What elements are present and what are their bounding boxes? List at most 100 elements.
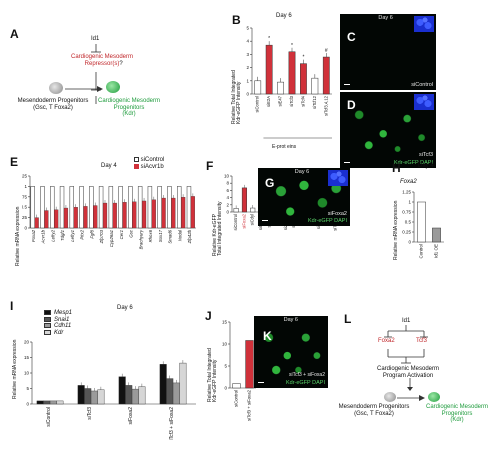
panel-l-meso-2: (Gsc, T Foxa2) <box>354 410 394 417</box>
panel-i-legend-swatch <box>44 323 51 329</box>
chart-b-bar <box>300 63 307 95</box>
chart-e-bar-acvr <box>93 205 98 229</box>
panel-b-day: Day 6 <box>276 13 292 19</box>
chart-e-gene-label: Tdgf1 <box>60 229 65 241</box>
chart-e-gene-label: Foxa2 <box>31 229 36 242</box>
chart-i-bar <box>166 378 174 405</box>
chart-b-star: * <box>268 36 270 42</box>
chart-i-group-label: siTcf3 + siFoxa2 <box>169 407 175 440</box>
chart-i-group-label: siTcf3 <box>87 407 93 420</box>
chart-e-bar-control <box>177 186 182 229</box>
chart-j-cat-label: siControl <box>234 390 239 407</box>
chart-e-y-tick-label: 1 <box>24 184 27 189</box>
chart-e-bar-acvr <box>63 207 69 229</box>
panel-h-chart: 0 0.25 0.5 0.75 1 1.25 Control Id1 OE <box>402 190 444 259</box>
panel-letter-f: F <box>206 159 214 173</box>
chart-b-cat-label: siTcf4 <box>300 95 305 106</box>
chart-i-y-tick-label: 15 <box>24 355 30 360</box>
panel-l-id1: Id1 <box>402 318 411 324</box>
repressor-label: Cardiogenic Mesoderm Repressor(s) ? <box>62 54 142 67</box>
panel-letter-d: D <box>347 98 356 112</box>
meso-line1: Mesendoderm Progenitors <box>17 98 89 104</box>
panel-l-cardio-1: Cardiogenic Mesoderm <box>425 404 489 410</box>
chart-e-bar-acvr <box>102 202 108 229</box>
chart-b-y-tick-label: 5 <box>246 26 249 31</box>
question-mark: ? <box>119 60 123 67</box>
cardiogenic-label: Cardiogenic Mesoderm Progenitors (Kdr) <box>86 98 172 118</box>
legend-control-label: siControl <box>140 157 165 164</box>
panel-i-legend-label: Snai1 <box>54 316 70 323</box>
panel-letter-b: B <box>232 13 241 27</box>
chart-b-star: * <box>291 43 293 49</box>
scale-bar-g <box>262 220 268 221</box>
chart-h-y-tick-label: 0 <box>408 240 411 245</box>
chart-e-bar-control <box>79 186 84 229</box>
panel-j-ylabel-wrap: Relative Total Integrated Kdr-eGFP Inten… <box>207 316 220 406</box>
chart-e-gene-label: Sox17 <box>158 229 163 242</box>
chart-b-cat-label: siTcf3 <box>289 95 294 106</box>
chart-i-y-tick-label: 0 <box>26 402 29 407</box>
chart-j-cat-label: siTcf3 + siFoxa2 <box>247 389 252 421</box>
panel-i-legend-label: Cdh11 <box>54 323 72 330</box>
chart-e-bar-control <box>40 186 45 229</box>
panel-l-activation-arrow <box>407 378 413 391</box>
chart-e-y-tick-label: 1.25 <box>22 174 27 179</box>
chart-b-bar <box>254 80 262 95</box>
chart-h-y-tick-label: 1 <box>408 200 411 205</box>
panel-letter-a: A <box>10 27 19 41</box>
chart-f-cat-label: siCdyl <box>250 214 255 225</box>
micrograph-g: Day 6 siFoxa2 Kdr-eGFP DAPI <box>258 168 350 226</box>
chart-e-gene-label: Zfp42b <box>187 229 192 244</box>
chart-b-y-tick-label: 3 <box>246 52 249 57</box>
chart-i-bar <box>49 400 57 405</box>
l-differentiation-arrow <box>397 395 425 401</box>
cardio-line3: (Kdr) <box>122 111 136 118</box>
chart-i-bar <box>125 385 133 405</box>
chart-e-gene-label: Fgf8 <box>89 229 94 238</box>
chart-e-gene-label: Nodal <box>177 229 182 241</box>
panel-i-legend-swatch <box>44 310 51 315</box>
micrograph-k-day: Day 6 <box>283 317 298 323</box>
chart-i-bar <box>90 390 98 405</box>
chart-e-bar-acvr <box>112 202 117 229</box>
panel-h-day: Day 4 <box>418 163 434 169</box>
chart-b-bar <box>288 51 296 95</box>
legend-swatch-acvr <box>134 163 139 169</box>
chart-e-bar-acvr <box>181 197 186 229</box>
chart-i-bar <box>159 364 167 405</box>
panel-l-connectors <box>384 325 428 364</box>
chart-b-cat-label: siTcf3,4,12 <box>323 95 328 116</box>
dapi-inset-g <box>328 170 348 186</box>
panel-e-ylabel: Relative mRNA expression <box>15 206 21 266</box>
chart-i-bar <box>43 400 51 405</box>
chart-j-bar <box>232 383 241 389</box>
chart-i-bar <box>56 400 64 405</box>
chart-b-bar <box>311 77 319 95</box>
mesendoderm-cell-icon <box>49 82 63 94</box>
chart-e-gene-label: Pitx2 <box>80 229 85 239</box>
panel-i-legend: Mesp1 Snai1 Cdh11 Kdr <box>44 310 72 337</box>
chart-e-bar-control <box>128 186 133 229</box>
chart-e-bar-control <box>50 186 55 229</box>
chart-j-y-tick-label: 5 <box>224 364 227 369</box>
panel-l-foxa2: Foxa2 <box>378 338 395 344</box>
cardio-line1: Cardiogenic Mesoderm <box>97 98 161 104</box>
chart-e-bar-acvr <box>141 200 147 229</box>
panel-l-meso-1: Mesendoderm Progenitors <box>338 404 410 410</box>
chart-e-bar-control <box>157 186 162 229</box>
panel-l-cardio-label: Cardiogenic Mesoderm Progenitors (Kdr) <box>414 404 500 424</box>
panel-i-legend-item: Mesp1 <box>44 310 72 317</box>
panel-i-legend-item: Snai1 <box>44 316 72 324</box>
panel-h-ylabel: Relative mRNA expression <box>393 200 399 260</box>
micrograph-k: Day 6 siTcf3 + siFoxa2 Kdr-eGFP DAPI <box>254 316 328 388</box>
mesendoderm-label: Mesendoderm Progenitors (Gsc, T Foxa2) <box>14 98 92 111</box>
panel-letter-k: K <box>263 329 272 343</box>
panel-b-group-label: E-prot eins <box>272 144 297 150</box>
scale-bar-c <box>344 84 350 85</box>
panel-letter-e: E <box>10 155 19 169</box>
chart-e-y-tick-label: 0 <box>24 226 27 231</box>
chart-f-y-tick-label: 8 <box>226 181 229 186</box>
chart-f-bar <box>241 187 247 213</box>
chart-e-bar-control <box>89 186 94 229</box>
chart-b-y-tick-label: 0 <box>246 92 249 97</box>
